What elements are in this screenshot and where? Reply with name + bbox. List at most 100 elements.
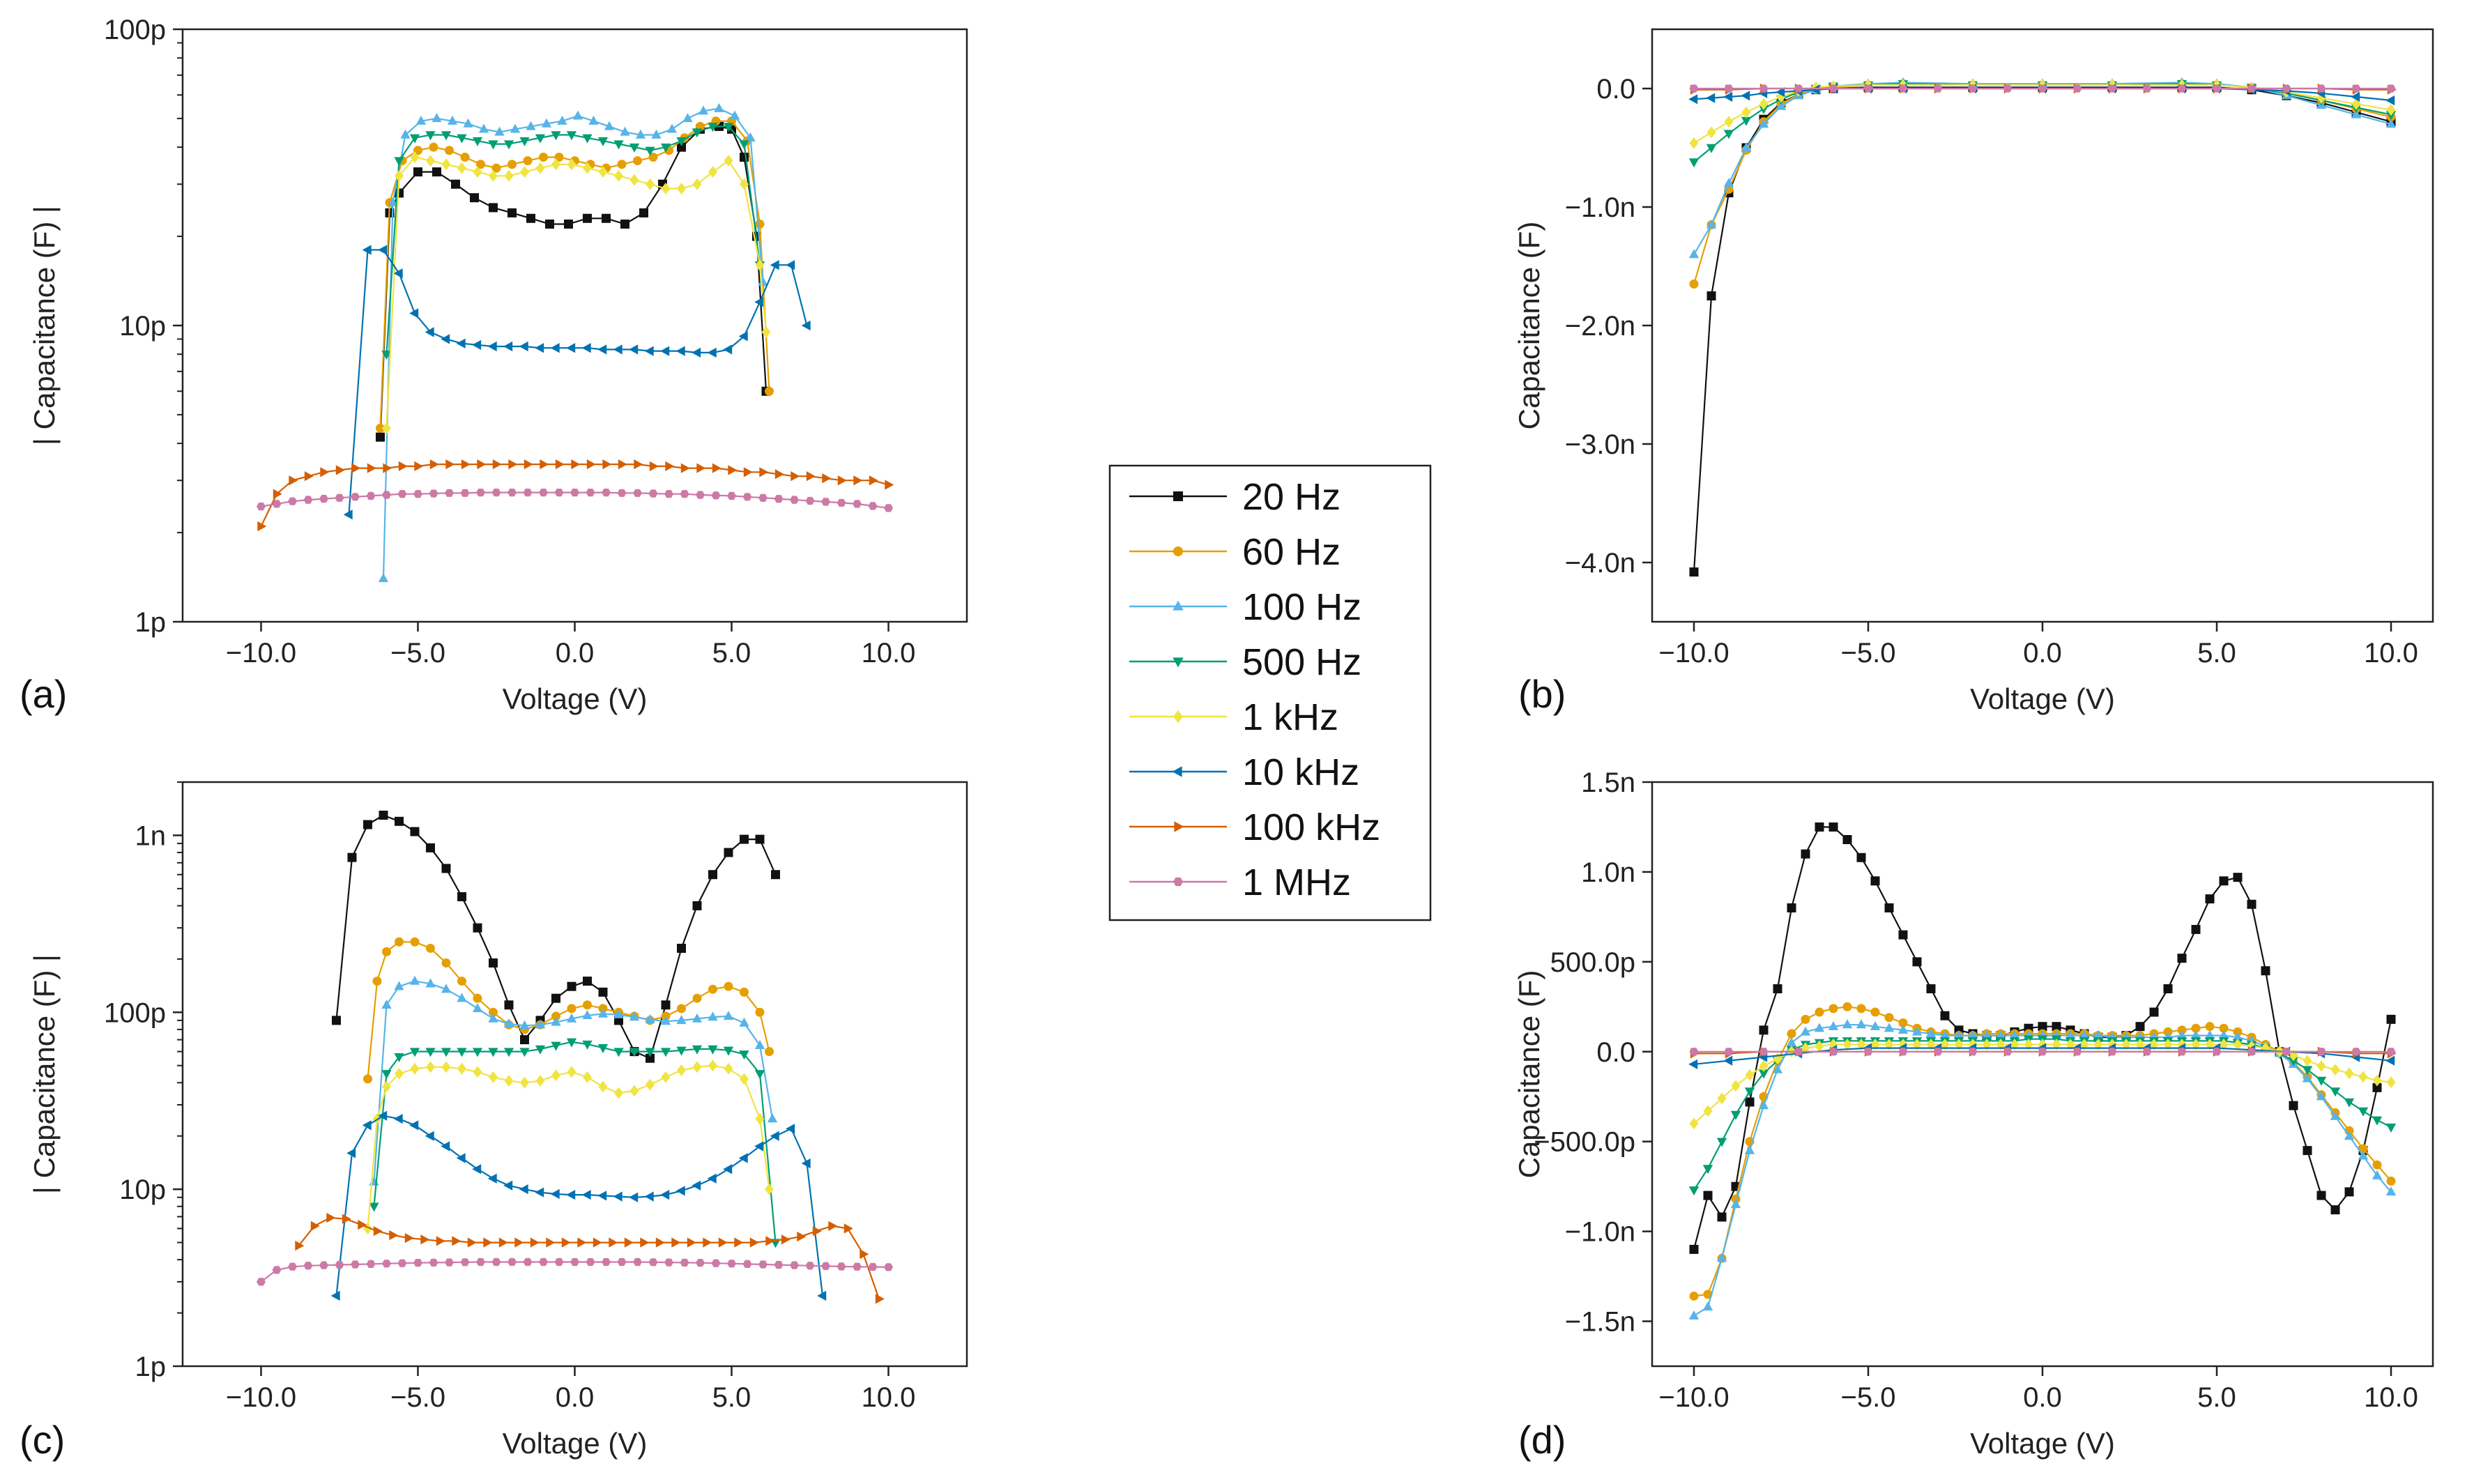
data-point — [661, 1071, 671, 1083]
data-point — [671, 1237, 681, 1248]
data-point — [629, 1048, 640, 1057]
data-point — [409, 308, 419, 319]
data-point — [1745, 1097, 1755, 1107]
data-point — [755, 1112, 765, 1125]
data-point — [583, 213, 592, 223]
data-point — [432, 167, 441, 177]
data-point — [749, 1237, 759, 1248]
data-point — [504, 1000, 514, 1010]
data-point — [1689, 1048, 1699, 1056]
data-point — [1688, 94, 1698, 105]
data-point — [648, 1258, 658, 1267]
data-point — [2316, 1060, 2326, 1072]
y-axis-title: Capacitance (F) — [1513, 970, 1545, 1179]
data-point — [2232, 1032, 2243, 1041]
series-line — [379, 120, 770, 429]
data-point — [1787, 903, 1796, 912]
data-point — [2233, 873, 2243, 882]
data-point — [381, 351, 392, 360]
data-point — [551, 993, 560, 1003]
data-point — [429, 459, 439, 470]
data-point — [346, 1148, 356, 1158]
data-point — [445, 1258, 454, 1267]
data-point — [660, 1190, 670, 1200]
data-point — [602, 213, 611, 223]
data-point — [758, 494, 768, 502]
legend-marker — [1173, 710, 1183, 724]
data-point — [682, 113, 693, 123]
data-point — [445, 459, 455, 470]
data-point — [1717, 1092, 1727, 1105]
data-point — [503, 140, 514, 150]
data-point — [530, 1237, 540, 1248]
data-point — [680, 1258, 689, 1267]
data-point — [2205, 894, 2215, 904]
series-line — [1693, 1038, 2392, 1191]
data-point — [545, 219, 554, 229]
data-point — [1810, 84, 1820, 95]
data-point — [786, 260, 795, 270]
series-line — [1693, 1024, 2392, 1317]
data-point — [1842, 835, 1852, 845]
data-point — [395, 169, 404, 182]
data-point — [2247, 899, 2257, 909]
data-point — [1689, 84, 1699, 93]
data-point — [535, 1187, 544, 1198]
data-point — [473, 166, 482, 178]
y-tick-label: 500.0p — [1550, 947, 1635, 978]
plot-area-b — [1688, 77, 2397, 577]
data-point — [546, 1237, 556, 1248]
data-point — [470, 193, 479, 203]
x-tick-label: −10.0 — [226, 638, 296, 668]
data-point — [393, 1114, 403, 1124]
series-20-hz — [1689, 82, 2396, 577]
x-tick-label: 0.0 — [2023, 638, 2062, 668]
legend-label: 10 kHz — [1242, 751, 1359, 793]
data-point — [754, 1141, 764, 1152]
data-point — [288, 497, 297, 505]
data-point — [723, 123, 734, 132]
data-point — [1758, 1069, 1769, 1079]
data-point — [597, 1044, 609, 1053]
data-point — [2218, 1030, 2229, 1039]
data-point — [441, 158, 451, 171]
y-tick-label: −1.5n — [1565, 1307, 1635, 1338]
data-point — [677, 142, 686, 152]
data-point — [483, 1237, 493, 1248]
data-point — [708, 870, 717, 880]
legend-label: 1 MHz — [1242, 862, 1351, 903]
legend-label: 1 kHz — [1242, 696, 1338, 738]
data-point — [692, 1013, 703, 1023]
data-point — [2191, 924, 2201, 934]
data-point — [884, 504, 893, 512]
data-point — [539, 489, 548, 497]
series-line — [367, 941, 770, 1080]
data-point — [676, 1046, 687, 1056]
data-point — [2372, 1116, 2383, 1126]
data-point — [828, 1221, 838, 1231]
data-point — [708, 1045, 718, 1055]
data-point — [577, 1237, 587, 1248]
data-point — [618, 459, 627, 470]
data-point — [2190, 1030, 2201, 1039]
data-point — [395, 816, 404, 826]
data-point — [651, 129, 662, 139]
data-point — [561, 1237, 571, 1248]
data-point — [1773, 984, 1782, 994]
data-point — [381, 1000, 392, 1009]
data-point — [2072, 84, 2082, 93]
data-point — [540, 459, 549, 470]
data-point — [519, 1020, 530, 1030]
data-point — [774, 495, 784, 503]
data-point — [535, 343, 544, 353]
data-point — [1773, 1053, 1782, 1065]
data-point — [797, 1231, 807, 1242]
data-point — [598, 1080, 608, 1093]
data-point — [729, 110, 740, 120]
data-point — [472, 1164, 482, 1175]
data-point — [2038, 84, 2047, 93]
data-point — [2247, 84, 2257, 93]
x-tick-label: −10.0 — [226, 1382, 296, 1413]
legend-marker — [1173, 657, 1184, 668]
data-point — [1884, 1023, 1895, 1032]
